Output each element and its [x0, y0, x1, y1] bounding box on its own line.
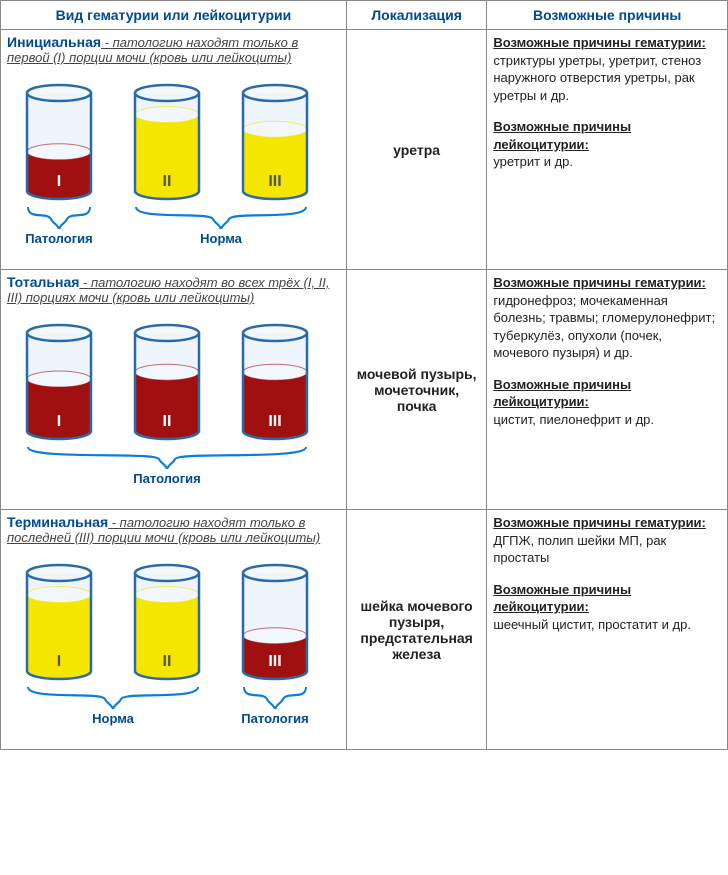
glass-II: II	[129, 563, 205, 681]
brace-pathology	[25, 447, 309, 469]
brace-pathology	[25, 207, 93, 229]
glass-I: I	[21, 563, 97, 681]
header-loc: Локализация	[346, 1, 486, 30]
glass-III: III	[237, 83, 313, 201]
glass-III: III	[237, 323, 313, 441]
type-cell: Терминальная - патологию находят только …	[1, 510, 347, 750]
table-row: Терминальная - патологию находят только …	[1, 510, 728, 750]
leuko-cause-head: Возможные причины лейкоцитурии:	[493, 581, 721, 616]
type-title: Тотальная	[7, 274, 79, 290]
table-row: Тотальная - патологию находят во всех тр…	[1, 270, 728, 510]
type-heading: Терминальная - патологию находят только …	[7, 514, 340, 545]
type-heading: Инициальная - патологию находят только в…	[7, 34, 340, 65]
type-cell: Тотальная - патологию находят во всех тр…	[1, 270, 347, 510]
brace-label-pathology: Патология	[241, 711, 309, 726]
brace-label-pathology: Патология	[25, 231, 93, 246]
leuko-cause-head: Возможные причины лейкоцитурии:	[493, 118, 721, 153]
glass-diagram: IIIIII Патология	[7, 305, 327, 505]
header-row: Вид гематурии или лейкоцитурии Локализац…	[1, 1, 728, 30]
localization-cell: шейка мочевого пузыря, предстательная же…	[346, 510, 486, 750]
localization-cell: уретра	[346, 30, 486, 270]
glass-I: I	[21, 83, 97, 201]
localization-cell: мочевой пузырь, мочеточник, почка	[346, 270, 486, 510]
hematuria-cause-head: Возможные причины гематурии:	[493, 514, 721, 532]
type-heading: Тотальная - патологию находят во всех тр…	[7, 274, 340, 305]
glass-diagram: IIIIII Норма Патология	[7, 545, 327, 745]
hematuria-cause-body: стриктуры уретры, уретрит, стеноз наружн…	[493, 52, 721, 105]
brace-normal	[133, 207, 309, 229]
brace-normal	[25, 687, 201, 709]
type-cell: Инициальная - патологию находят только в…	[1, 30, 347, 270]
glass-diagram: IIIIII Патология Норма	[7, 65, 327, 265]
causes-cell: Возможные причины гематурии:стриктуры ур…	[487, 30, 728, 270]
glass-II: II	[129, 323, 205, 441]
glass-III: III	[237, 563, 313, 681]
brace-pathology	[241, 687, 309, 709]
type-title: Терминальная	[7, 514, 108, 530]
causes-cell: Возможные причины гематурии:ДГПЖ, полип …	[487, 510, 728, 750]
brace-label-normal: Норма	[133, 231, 309, 246]
causes-cell: Возможные причины гематурии:гидронефроз;…	[487, 270, 728, 510]
hematuria-table: Вид гематурии или лейкоцитурии Локализац…	[0, 0, 728, 750]
brace-label-pathology: Патология	[25, 471, 309, 486]
hematuria-cause-head: Возможные причины гематурии:	[493, 34, 721, 52]
brace-label-normal: Норма	[25, 711, 201, 726]
hematuria-cause-head: Возможные причины гематурии:	[493, 274, 721, 292]
leuko-cause-body: цистит, пиелонефрит и др.	[493, 411, 721, 429]
glass-II: II	[129, 83, 205, 201]
hematuria-cause-body: гидронефроз; мочекаменная болезнь; травм…	[493, 292, 721, 362]
leuko-cause-head: Возможные причины лейкоцитурии:	[493, 376, 721, 411]
glass-I: I	[21, 323, 97, 441]
leuko-cause-body: уретрит и др.	[493, 153, 721, 171]
leuko-cause-body: шеечный цистит, простатит и др.	[493, 616, 721, 634]
header-cause: Возможные причины	[487, 1, 728, 30]
hematuria-cause-body: ДГПЖ, полип шейки МП, рак простаты	[493, 532, 721, 567]
type-title: Инициальная	[7, 34, 101, 50]
table-row: Инициальная - патологию находят только в…	[1, 30, 728, 270]
header-type: Вид гематурии или лейкоцитурии	[1, 1, 347, 30]
